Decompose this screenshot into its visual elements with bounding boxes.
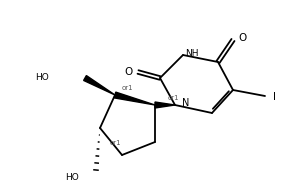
Text: O: O <box>125 67 133 77</box>
Text: N: N <box>182 98 190 108</box>
Polygon shape <box>114 92 155 105</box>
Text: or1: or1 <box>110 140 122 146</box>
Text: I: I <box>273 92 276 102</box>
Polygon shape <box>84 76 115 95</box>
Text: O: O <box>238 33 246 43</box>
Text: or1: or1 <box>122 85 134 91</box>
Text: NH: NH <box>185 49 199 59</box>
Text: or1: or1 <box>168 95 180 101</box>
Text: HO: HO <box>65 173 79 183</box>
Text: HO: HO <box>35 73 49 81</box>
Polygon shape <box>155 102 175 108</box>
